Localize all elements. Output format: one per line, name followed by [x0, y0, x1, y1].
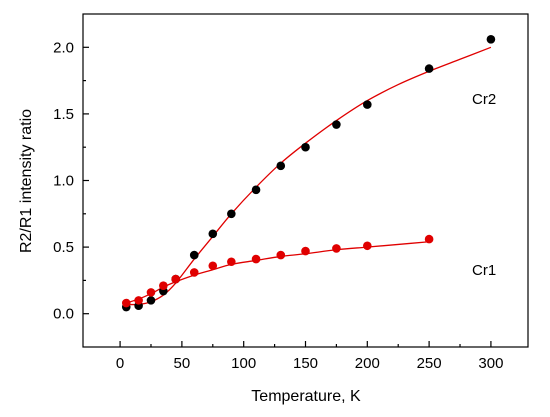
- y-tick-label: 1.0: [53, 173, 74, 190]
- data-point-cr2: [301, 142, 310, 152]
- x-tick-label: 150: [293, 355, 318, 372]
- x-tick-label: 250: [417, 355, 442, 372]
- x-tick-label: 100: [231, 355, 256, 372]
- y-axis-title: R2/R1 intensity ratio: [18, 109, 35, 253]
- series-label-cr1: Cr1: [472, 262, 496, 279]
- data-point-cr1: [208, 261, 218, 271]
- data-point-cr2: [227, 209, 236, 219]
- x-axis-title: Temperature, K: [251, 388, 361, 405]
- data-point-cr2: [486, 35, 496, 44]
- x-tick-label: 200: [355, 355, 380, 372]
- data-point-cr1: [146, 288, 156, 297]
- data-point-cr1: [251, 254, 261, 264]
- y-tick-label: 0.5: [53, 239, 74, 256]
- data-point-cr2: [276, 161, 286, 171]
- data-point-cr1: [171, 274, 181, 284]
- data-point-cr1: [134, 296, 143, 305]
- data-point-cr1: [424, 234, 434, 244]
- data-point-cr1: [363, 241, 372, 251]
- data-point-cr2: [189, 250, 199, 260]
- data-point-cr1: [121, 298, 131, 308]
- x-tick-label: 0: [116, 355, 124, 372]
- axis-ticks: 0 50 100 150 200 250 300 0.0 0.5 1.0 1.5 2.0: [53, 39, 503, 372]
- x-tick-label: 300: [478, 355, 503, 372]
- fit-line-cr2: [126, 46, 492, 306]
- y-tick-label: 2.0: [53, 39, 74, 56]
- data-point-cr2: [424, 64, 434, 73]
- data-point-cr2: [251, 185, 261, 195]
- data-point-cr1: [227, 257, 236, 267]
- data-point-cr1: [276, 250, 286, 260]
- data-point-cr1: [301, 246, 310, 256]
- data-point-cr1: [189, 268, 199, 277]
- y-tick-label: 1.5: [53, 106, 74, 123]
- data-point-cr2: [146, 296, 156, 305]
- y-tick-label: 0.0: [53, 306, 74, 323]
- data-point-cr2: [332, 120, 341, 129]
- data-point-cr1: [332, 244, 341, 253]
- data-point-cr2: [208, 229, 218, 239]
- data-point-cr2: [363, 100, 372, 109]
- x-tick-label: 50: [174, 355, 191, 372]
- data-point-cr1: [159, 281, 168, 291]
- fit-line-cr1: [126, 241, 430, 304]
- data-points: [121, 35, 496, 312]
- fit-curves: [126, 46, 492, 306]
- series-label-cr2: Cr2: [472, 91, 496, 108]
